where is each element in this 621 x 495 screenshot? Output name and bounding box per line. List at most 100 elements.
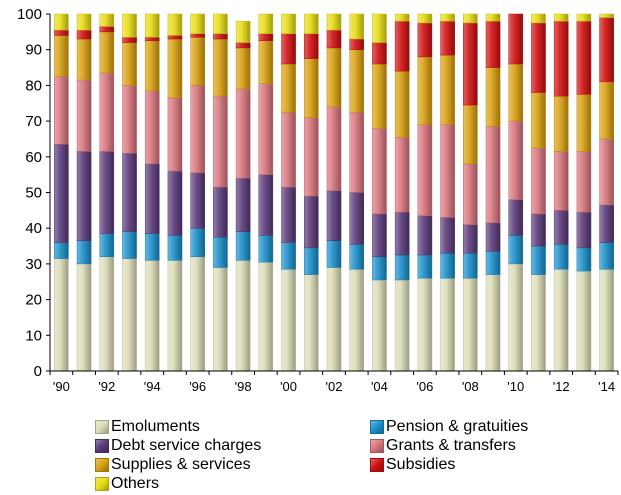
bar-supplies-services-1990 xyxy=(54,35,69,77)
bar-emoluments-2009 xyxy=(485,274,501,372)
bar-supplies-services-2007 xyxy=(440,54,455,125)
bar-pension-gratuities-2007 xyxy=(440,252,455,279)
bar-subsidies-1998 xyxy=(235,42,251,49)
bar-emoluments-2006 xyxy=(417,277,433,372)
bar-subsidies-2006 xyxy=(417,22,433,58)
bar-pension-gratuities-2008 xyxy=(463,252,478,279)
bar-pension-gratuities-1994 xyxy=(144,233,160,261)
legend-item-subsidies: Subsidies xyxy=(370,455,455,474)
bar-debt-service-charges-2000 xyxy=(281,186,296,243)
bar-subsidies-2011 xyxy=(531,22,546,93)
x-tick-label: '12 xyxy=(553,379,570,394)
bar-supplies-services-1996 xyxy=(190,36,205,86)
y-tick-label: 70 xyxy=(25,113,42,130)
bar-subsidies-2009 xyxy=(485,20,501,68)
bar-supplies-services-2014 xyxy=(599,81,614,140)
legend-swatch xyxy=(370,419,384,434)
x-tick-label: '04 xyxy=(371,379,388,394)
bar-grants-transfers-2012 xyxy=(553,151,569,211)
bar-debt-service-charges-2001 xyxy=(303,195,319,249)
bar-supplies-services-1999 xyxy=(258,40,274,84)
bar-debt-service-charges-1999 xyxy=(258,174,274,236)
bar-grants-transfers-2011 xyxy=(531,147,546,215)
bar-emoluments-2000 xyxy=(281,269,296,372)
bar-grants-transfers-1996 xyxy=(190,85,205,174)
bar-others-2012 xyxy=(553,13,569,22)
y-tick-label: 60 xyxy=(25,149,42,166)
y-tick-label: 40 xyxy=(25,220,42,237)
bar-emoluments-2002 xyxy=(326,267,342,372)
bar-subsidies-2012 xyxy=(553,20,569,97)
bar-supplies-services-2004 xyxy=(372,63,387,129)
bar-grants-transfers-2003 xyxy=(349,111,365,193)
bar-pension-gratuities-1996 xyxy=(190,227,205,258)
bar-debt-service-charges-2007 xyxy=(440,217,455,254)
bar-grants-transfers-2007 xyxy=(440,124,455,218)
bar-emoluments-2007 xyxy=(440,277,455,372)
bar-pension-gratuities-1998 xyxy=(235,231,251,261)
bar-pension-gratuities-1991 xyxy=(76,240,92,265)
bar-subsidies-2010 xyxy=(508,13,524,65)
legend-item-emoluments: Emoluments xyxy=(95,417,200,436)
legend-swatch xyxy=(95,457,109,472)
bar-debt-service-charges-1992 xyxy=(99,151,115,234)
bar-others-1999 xyxy=(258,13,274,34)
legend-item-supplies-services: Supplies & services xyxy=(95,455,251,474)
bar-emoluments-1991 xyxy=(76,263,92,372)
bar-debt-service-charges-1990 xyxy=(54,144,69,243)
bar-debt-service-charges-2009 xyxy=(485,222,501,252)
bar-debt-service-charges-1996 xyxy=(190,172,205,229)
bar-subsidies-2005 xyxy=(394,20,410,72)
bar-grants-transfers-2005 xyxy=(394,136,410,213)
bar-supplies-services-2011 xyxy=(531,92,546,149)
bar-grants-transfers-1994 xyxy=(144,90,160,165)
bar-subsidies-2003 xyxy=(349,38,365,50)
legend-item-pension-gratuities: Pension & gratuities xyxy=(370,417,528,436)
bar-supplies-services-2009 xyxy=(485,67,501,127)
bar-supplies-services-2002 xyxy=(326,47,342,108)
bar-debt-service-charges-1991 xyxy=(76,151,92,241)
bar-others-2006 xyxy=(417,13,433,24)
bar-debt-service-charges-2003 xyxy=(349,192,365,245)
x-tick-label: '98 xyxy=(235,379,252,394)
bar-grants-transfers-1995 xyxy=(167,97,183,172)
bar-debt-service-charges-1994 xyxy=(144,163,160,234)
bar-subsidies-2004 xyxy=(372,42,387,65)
x-tick-label: '10 xyxy=(507,379,524,394)
bar-subsidies-1991 xyxy=(76,29,92,40)
bar-others-1994 xyxy=(144,13,160,38)
bar-supplies-services-1998 xyxy=(235,47,251,90)
bar-grants-transfers-2000 xyxy=(281,111,296,188)
bar-grants-transfers-1990 xyxy=(54,76,69,145)
bar-emoluments-1994 xyxy=(144,260,160,372)
bar-emoluments-1998 xyxy=(235,260,251,372)
bar-supplies-services-2003 xyxy=(349,49,365,113)
legend-label: Others xyxy=(111,474,160,492)
legend: Emoluments Pension & gratuities Debt servi… xyxy=(95,417,595,493)
bar-emoluments-1990 xyxy=(54,258,69,372)
bar-grants-transfers-1991 xyxy=(76,79,92,152)
bar-others-1995 xyxy=(167,13,183,36)
bar-supplies-services-2013 xyxy=(576,94,592,152)
bar-emoluments-2010 xyxy=(508,263,524,372)
bar-others-1990 xyxy=(54,13,69,31)
bar-pension-gratuities-1997 xyxy=(213,236,228,268)
legend-item-grants-transfers: Grants & transfers xyxy=(370,436,516,455)
bar-others-2014 xyxy=(599,13,614,18)
bar-pension-gratuities-2011 xyxy=(531,245,546,275)
bar-others-2008 xyxy=(463,13,478,24)
legend-label: Pension & gratuities xyxy=(386,417,529,435)
bar-supplies-services-1995 xyxy=(167,38,183,99)
bar-pension-gratuities-2013 xyxy=(576,247,592,272)
bar-emoluments-1993 xyxy=(122,258,137,372)
bars-layer xyxy=(54,13,614,372)
legend-label: Supplies & services xyxy=(111,455,251,473)
bar-grants-transfers-2013 xyxy=(576,151,592,213)
bar-others-2005 xyxy=(394,13,410,22)
bar-supplies-services-2001 xyxy=(303,58,319,118)
bar-pension-gratuities-1993 xyxy=(122,231,137,259)
y-tick-label: 100 xyxy=(17,6,42,23)
bar-supplies-services-1992 xyxy=(99,31,115,74)
bar-emoluments-1992 xyxy=(99,256,115,372)
legend-swatch xyxy=(370,457,384,472)
